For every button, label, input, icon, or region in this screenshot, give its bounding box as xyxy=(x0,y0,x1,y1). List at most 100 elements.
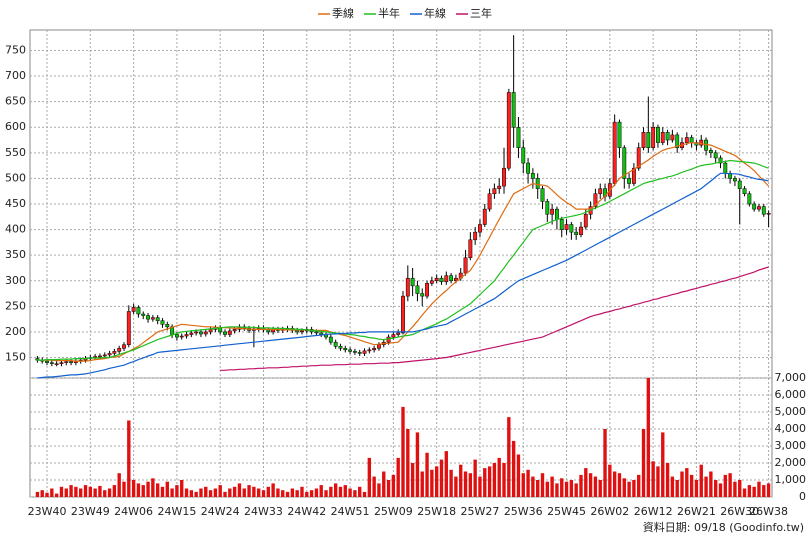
volume-bar xyxy=(487,466,492,497)
volume-bar xyxy=(338,486,343,497)
candle-body xyxy=(555,208,559,220)
candle-body xyxy=(266,329,271,333)
volume-bar xyxy=(314,488,319,497)
candle-body xyxy=(747,193,752,205)
candle-body xyxy=(391,334,396,338)
volume-bar xyxy=(420,471,424,497)
candle-body xyxy=(670,134,675,141)
volume-bar xyxy=(646,378,651,497)
volume-bar xyxy=(329,486,333,497)
candle-body xyxy=(232,329,237,332)
candle-body xyxy=(295,330,300,333)
volume-bar xyxy=(511,440,516,497)
volume-bar xyxy=(362,491,367,497)
volume-bar xyxy=(757,481,761,497)
candle-body xyxy=(420,293,425,297)
candle-body xyxy=(362,350,367,354)
candle-body xyxy=(723,162,728,174)
candle-body xyxy=(189,332,194,335)
legend-label: 三年 xyxy=(470,6,492,20)
volume-bar xyxy=(131,480,136,497)
y2-tick-label: 1,000 xyxy=(775,473,807,486)
volume-bar xyxy=(694,480,699,497)
volume-bar xyxy=(309,490,314,497)
candle-body xyxy=(300,330,304,333)
x-tick-label: 24W33 xyxy=(244,505,283,518)
y-tick-label: 250 xyxy=(5,299,26,312)
volume-bar xyxy=(396,457,400,497)
candle-body xyxy=(405,277,410,297)
candle-body xyxy=(598,188,603,195)
volume-bar xyxy=(74,486,78,497)
candle-body xyxy=(502,167,506,187)
ma-line xyxy=(37,159,769,361)
candle-body xyxy=(357,352,362,354)
volume-bar xyxy=(175,485,179,497)
volume-bar xyxy=(237,483,242,497)
volume-bar xyxy=(709,471,713,497)
candle-body xyxy=(434,277,439,282)
volume-bar xyxy=(295,490,299,497)
candle-body xyxy=(656,126,660,143)
volume-bar xyxy=(189,490,194,497)
volume-bar xyxy=(536,480,540,497)
x-tick-label: 24W24 xyxy=(201,505,240,518)
x-tick-label: 26W21 xyxy=(677,505,716,518)
y2-tick-label: 7,000 xyxy=(775,371,807,384)
volume-bar xyxy=(415,432,420,497)
candle-body xyxy=(59,362,64,364)
y-tick-label: 500 xyxy=(5,171,26,184)
candle-body xyxy=(487,193,492,210)
volume-bar xyxy=(59,486,64,497)
ma-line xyxy=(37,172,769,379)
volume-bar xyxy=(531,476,535,497)
candle-body xyxy=(511,92,516,128)
candle-body xyxy=(641,132,646,148)
candle-body xyxy=(439,277,444,283)
candle-body xyxy=(473,231,478,241)
volume-bar xyxy=(598,480,602,497)
volume-bar xyxy=(141,485,145,497)
volume-bar xyxy=(637,474,641,497)
volume-bar xyxy=(747,485,752,497)
candle-body xyxy=(102,354,107,357)
candle-body xyxy=(708,150,713,154)
volume-bar xyxy=(88,486,93,497)
candle-body xyxy=(184,334,189,337)
candle-body xyxy=(651,126,656,148)
x-tick-label: 24W42 xyxy=(287,505,326,518)
x-tick-label: 26W12 xyxy=(634,505,673,518)
volume-bar xyxy=(656,466,660,497)
candle-body xyxy=(150,317,155,320)
volume-bar xyxy=(603,429,607,497)
y-tick-label: 350 xyxy=(5,248,26,261)
volume-bar xyxy=(733,481,737,497)
candle-body xyxy=(492,188,497,195)
volume-bar xyxy=(612,471,617,497)
ma-line xyxy=(220,266,769,371)
x-tick-label: 25W36 xyxy=(504,505,543,518)
candle-body xyxy=(622,147,627,179)
volume-bar xyxy=(766,483,771,497)
volume-bar xyxy=(718,483,723,497)
candle-body xyxy=(93,356,98,358)
candle-body xyxy=(352,351,357,353)
volume-bar xyxy=(343,485,347,497)
volume-bar xyxy=(353,490,357,497)
legend-label: 年線 xyxy=(424,6,446,20)
volume-bar xyxy=(550,476,554,497)
volume-bar xyxy=(454,476,458,497)
volume-bar xyxy=(271,483,275,497)
volume-bar xyxy=(651,461,655,497)
candle-body xyxy=(757,206,761,210)
candle-body xyxy=(107,353,112,356)
volume-bar xyxy=(290,488,295,497)
plot-frame xyxy=(29,29,773,498)
candle-body xyxy=(521,147,526,164)
volume-bar xyxy=(300,486,304,497)
volume-bar xyxy=(45,492,49,497)
x-tick-label: 25W27 xyxy=(461,505,500,518)
candle-body xyxy=(564,224,569,230)
candle-body xyxy=(559,219,564,230)
x-tick-label: 24W06 xyxy=(114,505,153,518)
